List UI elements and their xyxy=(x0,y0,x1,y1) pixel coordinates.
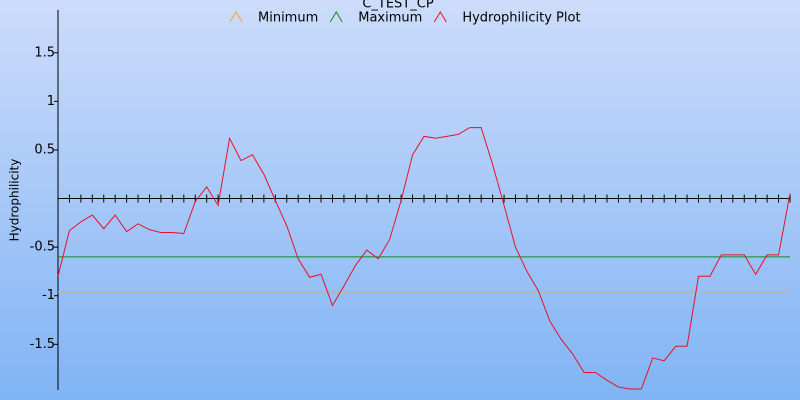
y-tick-label: 1.5 xyxy=(34,45,55,60)
y-tick-label: -1.5 xyxy=(30,337,55,352)
legend-label: Minimum xyxy=(258,11,318,26)
legend-label: Hydrophilicity Plot xyxy=(462,11,580,26)
legend-label: Maximum xyxy=(358,11,422,26)
y-tick-label: 1 xyxy=(47,94,55,109)
legend-swatch xyxy=(433,11,447,23)
chart-title: C_TEST_CP xyxy=(362,0,434,12)
series-line xyxy=(57,127,791,390)
y-tick-label: -1 xyxy=(42,288,55,303)
y-tick-label: 0.5 xyxy=(34,142,55,157)
legend-swatch xyxy=(329,11,343,23)
legend-swatch xyxy=(229,11,243,23)
y-axis-label: Hydrophilicity xyxy=(8,159,22,242)
y-tick-label: -0.5 xyxy=(30,240,55,255)
